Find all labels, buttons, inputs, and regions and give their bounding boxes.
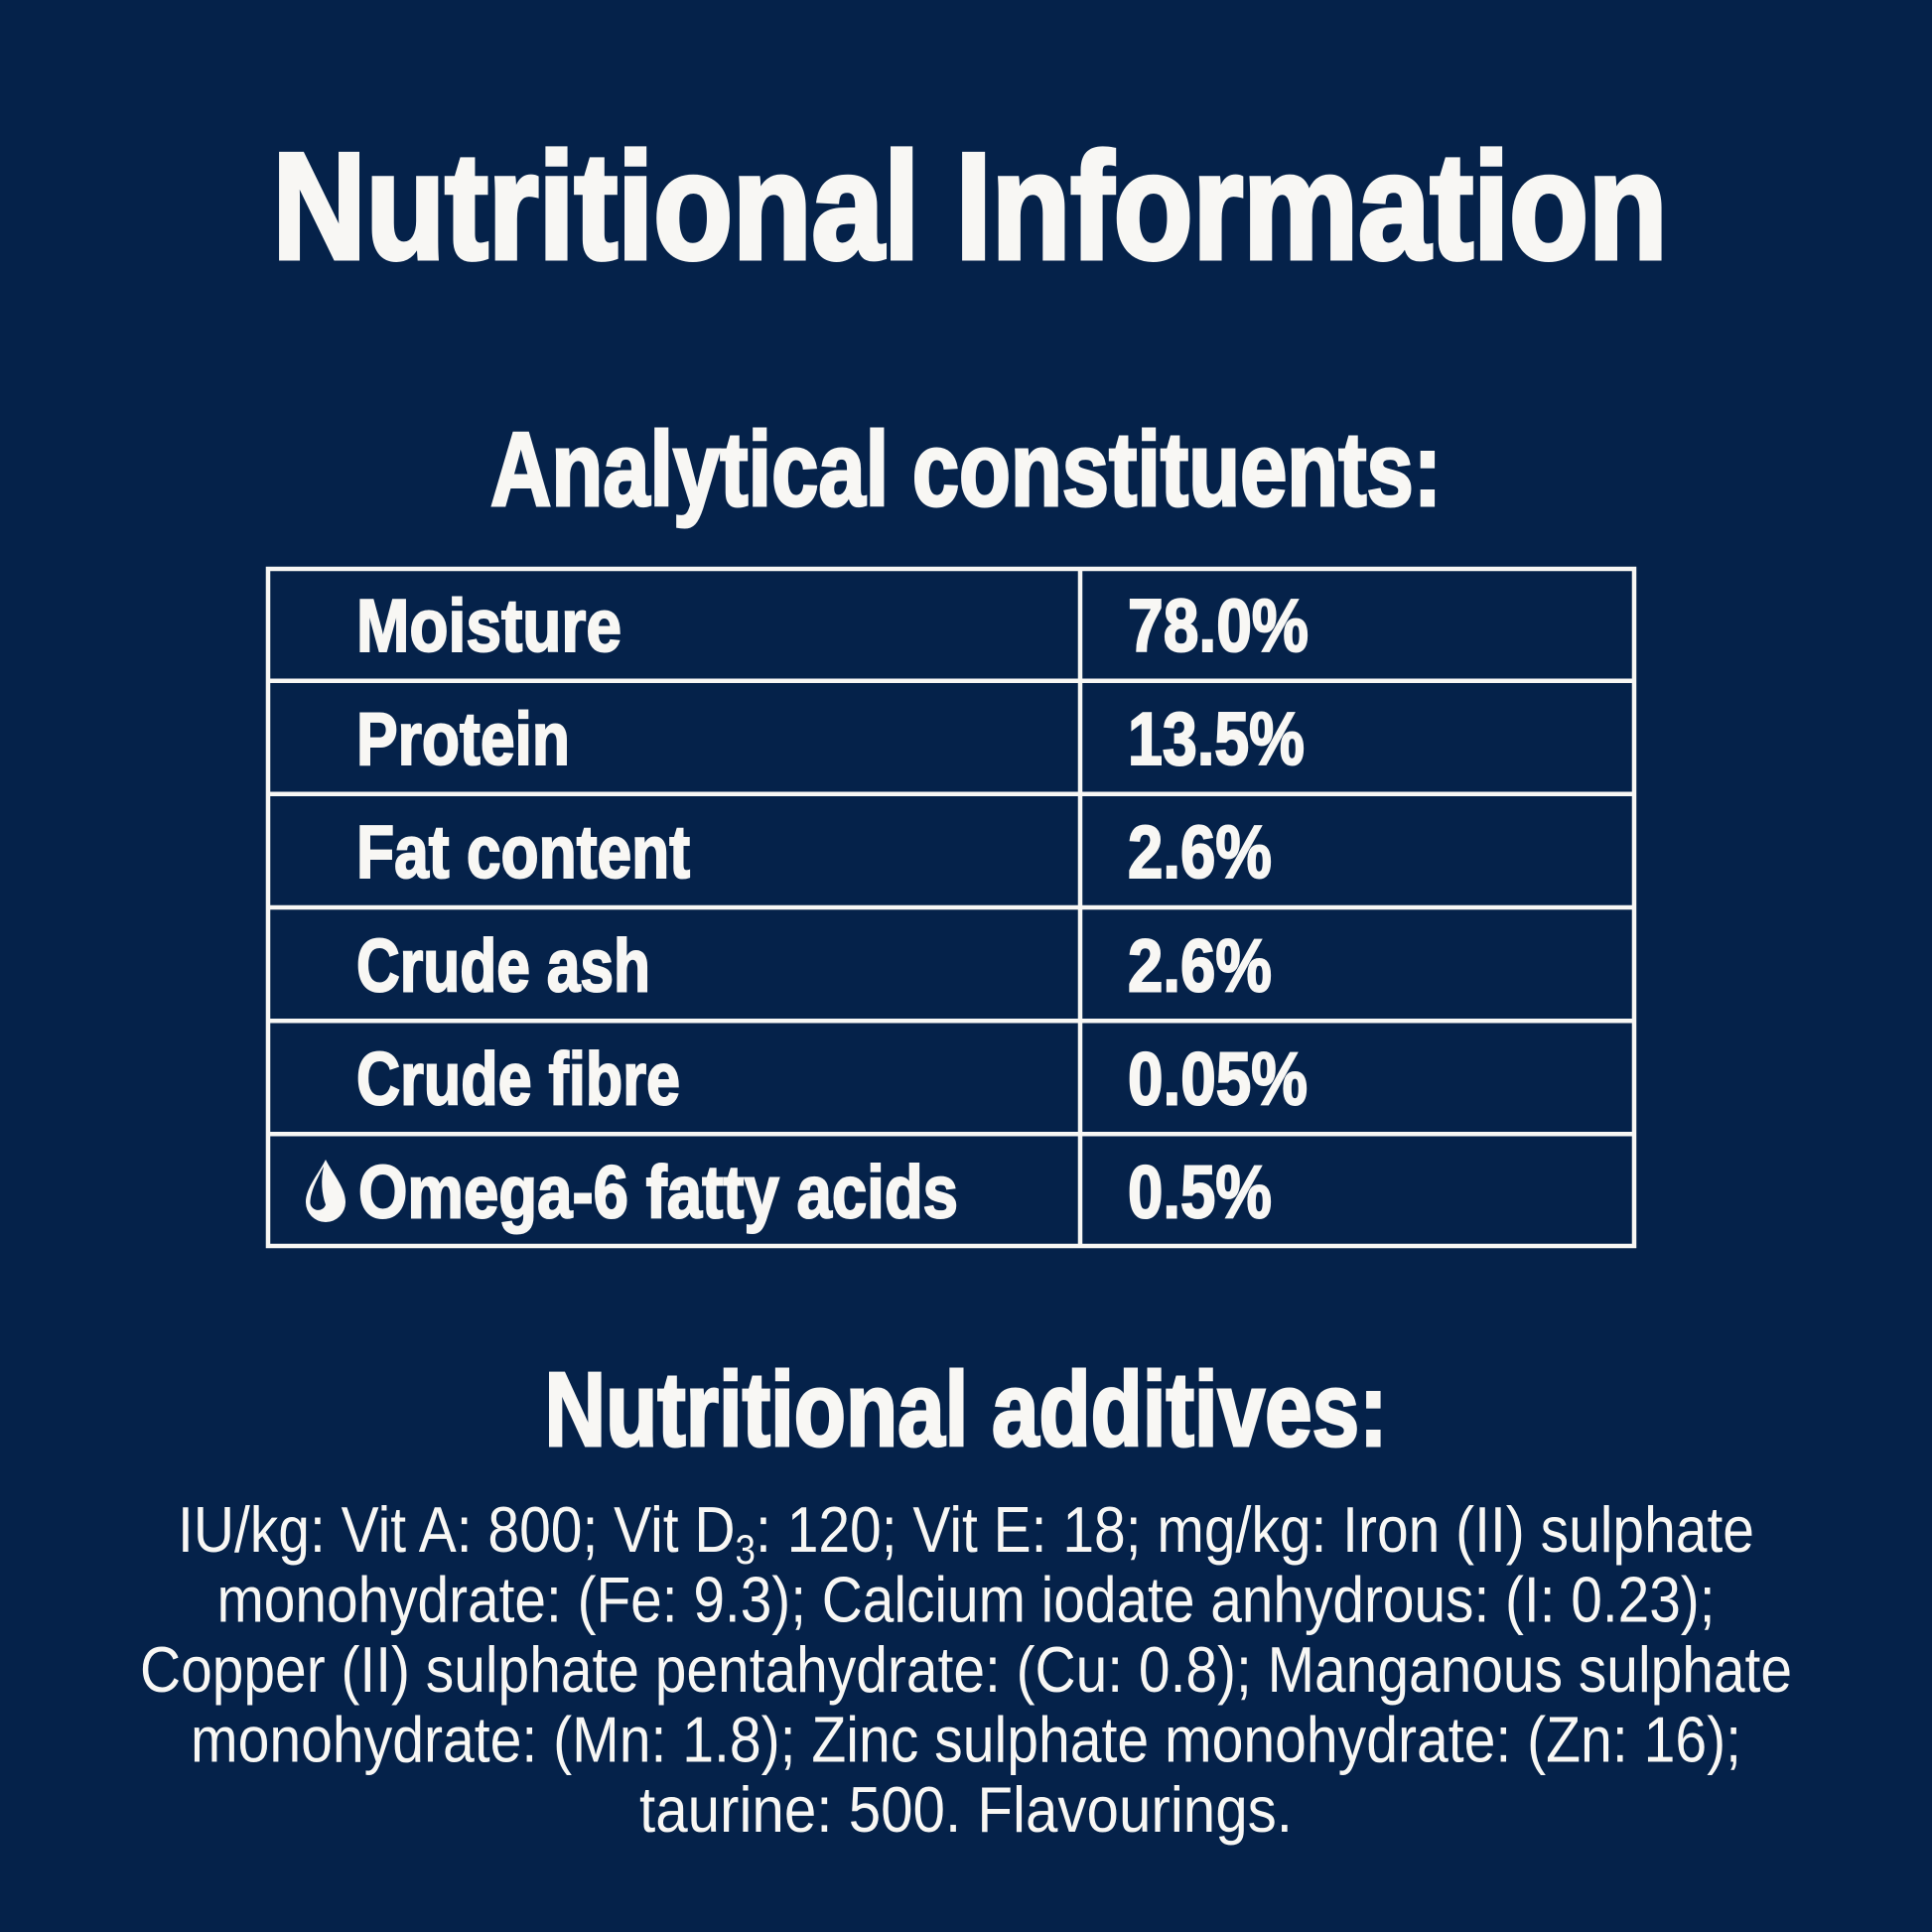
svg-text:2.6%: 2.6% bbox=[1128, 810, 1272, 894]
svg-text:Copper (II) sulphate pentahydr: Copper (II) sulphate pentahydrate: (Cu: … bbox=[140, 1633, 1792, 1706]
svg-text:Moisture: Moisture bbox=[356, 584, 621, 667]
svg-text:0.05%: 0.05% bbox=[1128, 1037, 1308, 1121]
svg-text:monohydrate: (Fe: 9.3); Calciu: monohydrate: (Fe: 9.3); Calcium iodate a… bbox=[217, 1564, 1716, 1636]
svg-text:IU/kg: Vit A: 800; Vit D3: 120: IU/kg: Vit A: 800; Vit D3: 120; Vit E: 1… bbox=[178, 1493, 1754, 1573]
svg-text:Omega-6 fatty acids: Omega-6 fatty acids bbox=[358, 1151, 958, 1234]
svg-text:taurine: 500. Flavourings.: taurine: 500. Flavourings. bbox=[639, 1773, 1293, 1846]
svg-text:monohydrate: (Mn: 1.8); Zinc s: monohydrate: (Mn: 1.8); Zinc sulphate mo… bbox=[191, 1704, 1741, 1776]
svg-text:2.6%: 2.6% bbox=[1128, 923, 1272, 1007]
svg-text:Nutritional Information: Nutritional Information bbox=[273, 122, 1668, 291]
svg-text:78.0%: 78.0% bbox=[1128, 584, 1309, 667]
svg-text:Nutritional additives:: Nutritional additives: bbox=[545, 1351, 1388, 1468]
svg-text:Crude ash: Crude ash bbox=[356, 923, 650, 1007]
svg-text:Protein: Protein bbox=[356, 697, 570, 780]
svg-text:0.5%: 0.5% bbox=[1128, 1151, 1272, 1234]
svg-text:Analytical constituents:: Analytical constituents: bbox=[490, 411, 1442, 528]
svg-text:Fat content: Fat content bbox=[356, 810, 690, 894]
svg-text:13.5%: 13.5% bbox=[1128, 697, 1305, 780]
svg-text:Crude fibre: Crude fibre bbox=[356, 1037, 680, 1121]
